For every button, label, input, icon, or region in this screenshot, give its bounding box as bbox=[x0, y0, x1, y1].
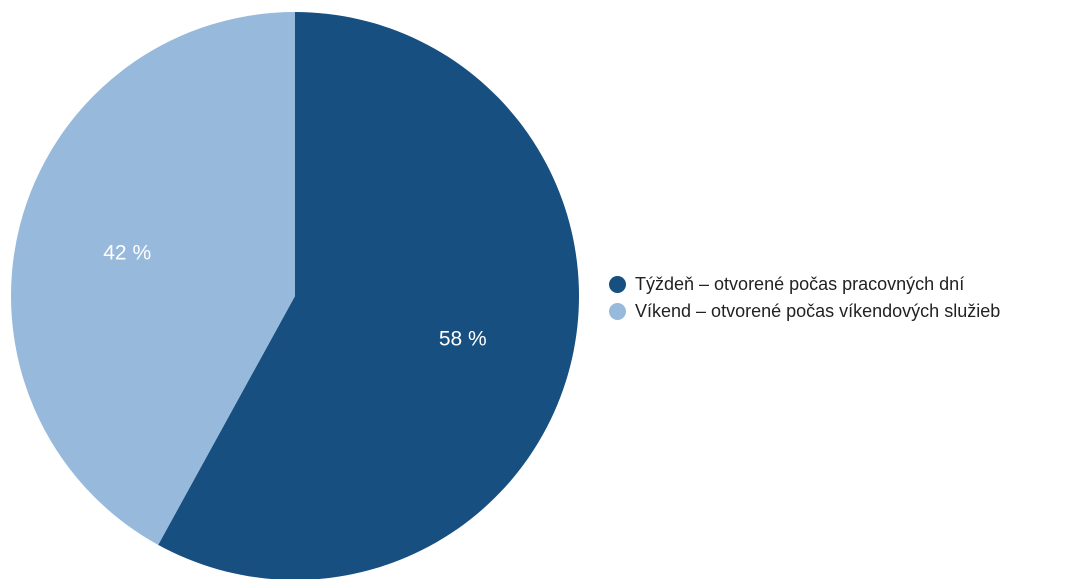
legend-item-weekend: Víkend – otvorené počas víkendových služ… bbox=[609, 298, 1000, 325]
legend-item-weekday: Týždeň – otvorené počas pracovných dní bbox=[609, 271, 1000, 298]
legend-swatch-weekend bbox=[609, 303, 626, 320]
pie-slice-weekend bbox=[10, 12, 295, 545]
pie-label-weekday: 58 % bbox=[439, 328, 487, 351]
legend-label-weekend: Víkend – otvorené počas víkendových služ… bbox=[635, 301, 1001, 321]
chart-legend: Týždeň – otvorené počas pracovných dní V… bbox=[609, 271, 1000, 325]
pie-slice-weekday bbox=[158, 12, 579, 579]
pie-chart-plot: 58 % 42 % bbox=[10, 12, 579, 579]
legend-label-weekday: Týždeň – otvorené počas pracovných dní bbox=[635, 274, 965, 294]
pie-slice-labels: 58 % 42 % bbox=[103, 241, 486, 350]
pie-slices bbox=[10, 12, 579, 579]
legend-swatch-weekday bbox=[609, 276, 626, 293]
pie-label-weekend: 42 % bbox=[103, 241, 151, 264]
